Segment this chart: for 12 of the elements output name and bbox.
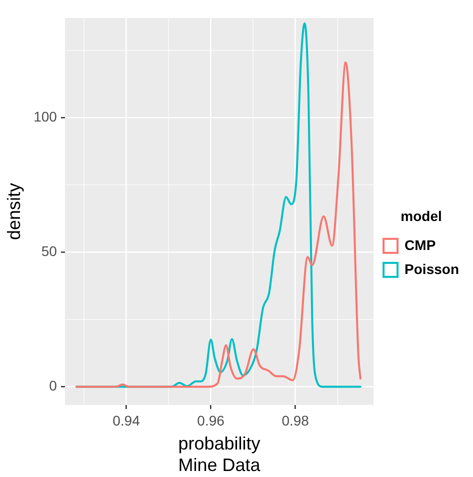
legend-title: model (400, 208, 442, 224)
legend-label: CMP (404, 236, 436, 253)
x-axis-title: probability (178, 434, 260, 454)
y-tick-label: 100 (34, 108, 58, 124)
x-tick-label: 0.94 (112, 412, 140, 428)
y-tick-label: 0 (49, 378, 58, 394)
y-axis-title: density (4, 182, 24, 240)
y-tick-label: 50 (41, 242, 58, 259)
text: Mine Data (178, 455, 262, 476)
x-tick-label: 0.98 (282, 412, 310, 428)
legend-label: Poisson (404, 260, 460, 277)
x-tick-label: 0.96 (197, 412, 225, 428)
